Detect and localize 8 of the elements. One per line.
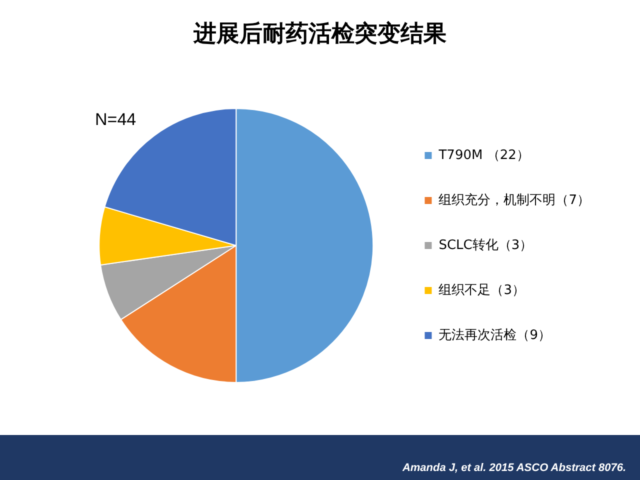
legend-label: SCLC转化（3） bbox=[438, 238, 533, 253]
text: Amanda J, et al. 2015 ASCO Abstract 8076. bbox=[402, 462, 626, 474]
chart-title: 进展后耐药活检突变结果 bbox=[192, 20, 448, 49]
text: N=44 bbox=[95, 110, 136, 130]
legend-label: 组织充分，机制不明（7） bbox=[438, 192, 590, 208]
legend-label: 组织不足（3） bbox=[438, 282, 526, 298]
legend-label: T790M （22） bbox=[438, 148, 530, 163]
legend-label: 无法再次活检（9） bbox=[438, 328, 552, 343]
